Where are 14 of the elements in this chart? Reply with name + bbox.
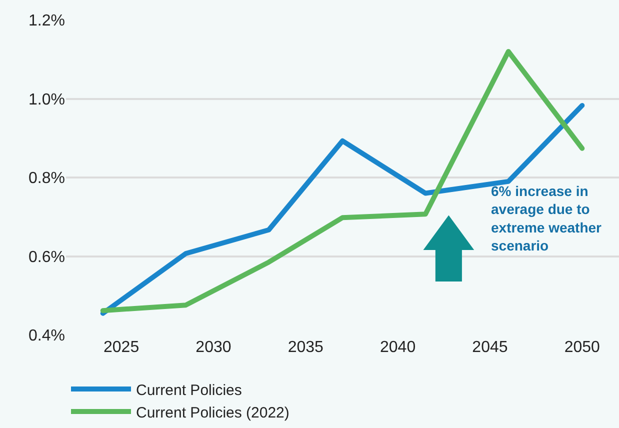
legend-label: Current Policies <box>136 382 242 399</box>
x-tick-label: 2040 <box>380 339 416 356</box>
y-tick-label: 1.2% <box>28 12 65 30</box>
legend-label: Current Policies (2022) <box>136 404 290 422</box>
y-tick-label: 0.4% <box>28 328 65 345</box>
annotation: 6% increase in average due to extreme weather scenario <box>491 183 602 254</box>
x-tick-label: 2030 <box>196 339 232 356</box>
y-tick-label: 1.0% <box>28 91 65 108</box>
y-tick-label: 0.8% <box>28 170 65 188</box>
y-tick-label: 0.6% <box>28 248 65 266</box>
x-tick-label: 2035 <box>288 339 324 356</box>
x-tick-label: 2045 <box>472 339 508 356</box>
x-tick-label: 2050 <box>564 339 600 356</box>
x-tick-label: 2025 <box>104 339 140 356</box>
